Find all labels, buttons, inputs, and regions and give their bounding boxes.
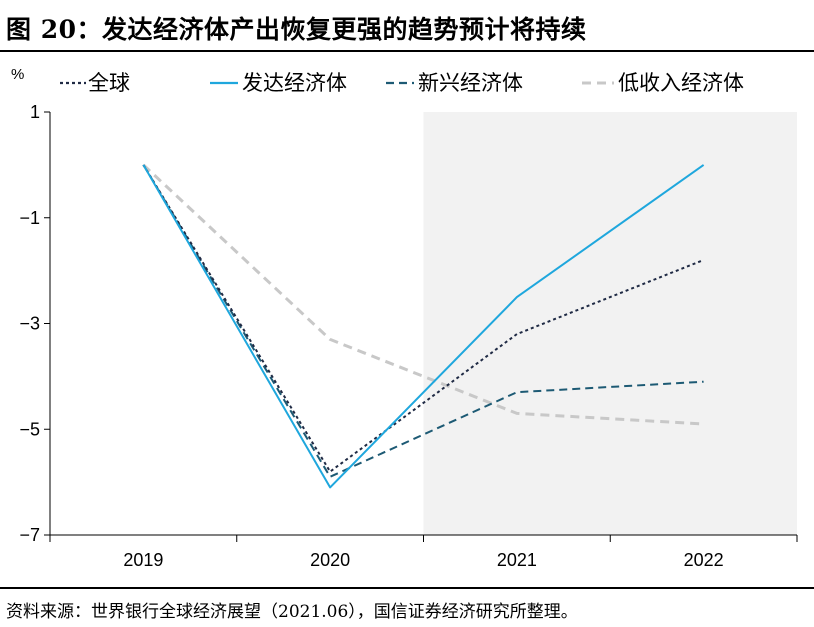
forecast-shaded-region	[423, 112, 797, 535]
series-line-low-income	[142, 163, 704, 426]
x-tick-label: 2019	[123, 550, 163, 570]
series-line-global	[142, 164, 704, 473]
y-axis-unit: %	[11, 66, 25, 83]
source-note: 资料来源：世界银行全球经济展望（2021.06），国信证券经济研究所整理。	[6, 602, 578, 622]
chart-title: 图 20：发达经济体产出恢复更强的趋势预计将持续	[6, 15, 587, 44]
legend-label-advanced: 发达经济体	[242, 71, 347, 95]
legend-label-low-income: 低收入经济体	[618, 71, 744, 95]
x-tick-label: 2021	[497, 550, 537, 570]
y-tick-label: −1	[19, 208, 40, 228]
x-tick-label: 2022	[684, 550, 724, 570]
y-tick-label: 1	[30, 102, 40, 122]
series-line-advanced	[142, 164, 705, 489]
y-tick-label: −3	[19, 314, 40, 334]
line-chart: 1 −1 −3 −5 −7 2019 2020 2021 2022	[19, 102, 798, 570]
y-tick-label: −7	[19, 525, 40, 545]
x-tick-label: 2020	[310, 550, 350, 570]
source-bar: 资料来源：世界银行全球经济展望（2021.06），国信证券经济研究所整理。	[0, 587, 814, 627]
legend: 全球 发达经济体 新兴经济体 低收入经济体	[58, 70, 798, 96]
y-tick-label: −5	[19, 419, 40, 439]
legend-label-emerging: 新兴经济体	[418, 71, 523, 95]
title-bar: 图 20：发达经济体产出恢复更强的趋势预计将持续	[0, 0, 814, 52]
legend-label-global: 全球	[88, 71, 130, 95]
